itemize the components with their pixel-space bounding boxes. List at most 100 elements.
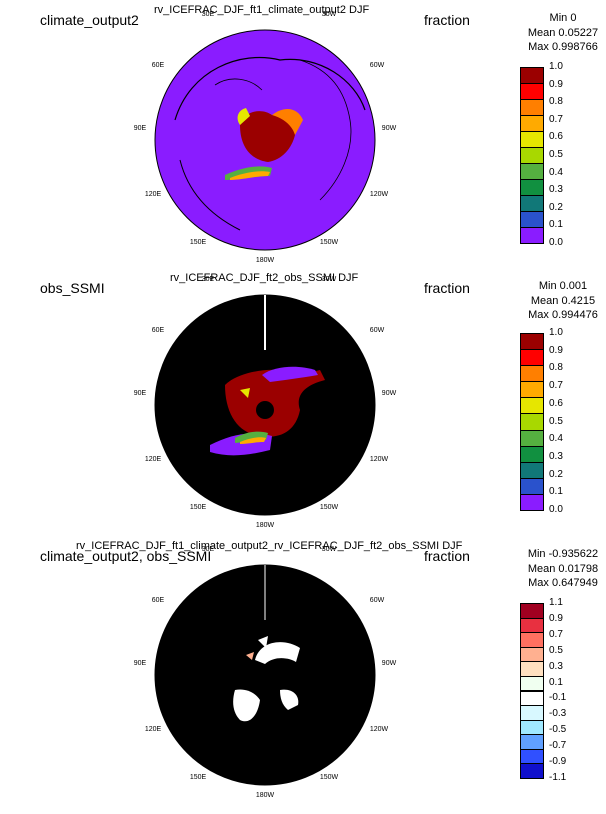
colorbar-tick-label: 0.7 xyxy=(549,113,563,125)
longitude-label: 60W xyxy=(370,62,385,69)
longitude-label: 90W xyxy=(382,125,397,132)
colorbar-swatch xyxy=(520,661,544,677)
longitude-label: 30W xyxy=(322,11,337,18)
colorbar-tick-label: 0.9 xyxy=(549,78,563,90)
colorbar-swatch xyxy=(520,211,544,228)
colorbar-swatch xyxy=(520,675,544,692)
colorbar-tick-label: -0.9 xyxy=(549,756,567,768)
colorbar-swatch xyxy=(520,195,544,212)
stat-mean: Mean 0.4215 xyxy=(530,295,596,307)
colorbar: 1.0 0.9 0.8 0.7 0.6 0.5 0.4 0.3 0.2 0.1 0.0 xyxy=(520,327,563,515)
longitude-label: 60E xyxy=(152,327,165,334)
colorbar-swatch xyxy=(520,115,544,132)
colorbar-swatch xyxy=(520,461,544,479)
colorbar-swatch xyxy=(520,147,544,164)
colorbar-swatch xyxy=(520,748,544,765)
colorbar-swatch xyxy=(520,734,544,750)
panel-title: rv_ICEFRAC_DJF_ft2_obs_SSMI DJF xyxy=(170,272,359,284)
colorbar-swatch xyxy=(520,646,544,663)
colorbar: 1.0 0.9 0.8 0.7 0.6 0.5 0.4 0.3 0.2 0.1 0.0 xyxy=(520,61,563,248)
colorbar-swatch xyxy=(520,227,544,244)
stat-max: Max 0.647949 xyxy=(528,577,598,589)
stat-mean: Mean 0.05227 xyxy=(527,27,599,39)
longitude-label: 30E xyxy=(202,546,215,553)
colorbar-tick-label: 0.1 xyxy=(549,676,563,688)
colorbar-swatch xyxy=(520,397,544,415)
longitude-label: 60W xyxy=(370,597,385,604)
longitude-label: 90W xyxy=(382,660,397,667)
colorbar-swatch xyxy=(520,365,544,383)
colorbar-swatch xyxy=(520,349,544,367)
longitude-label: 150E xyxy=(190,504,207,511)
case-label: obs_SSMI xyxy=(40,280,105,296)
colorbar-swatch xyxy=(520,381,544,399)
polar-map-obs: 30E 30W 60E 60W 90E 90W 120E 120W 150E 150W 180W xyxy=(134,276,397,529)
panel-title: rv_ICEFRAC_DJF_ft1_climate_output2_rv_IC… xyxy=(76,540,463,552)
longitude-label: 30E xyxy=(202,11,215,18)
colorbar-tick-label: 0.6 xyxy=(549,397,563,409)
colorbar-tick-label: 0.8 xyxy=(549,96,563,108)
longitude-label: 180W xyxy=(256,522,275,529)
panel-model: 30E 30W 60E 60W 90E 90W 120E 120W 150E 150W 180W c… xyxy=(0,0,606,270)
units-label: fraction xyxy=(424,548,470,564)
case-label: climate_output2 xyxy=(40,12,139,28)
colorbar-tick-label: 0.5 xyxy=(549,149,563,160)
colorbar-swatch xyxy=(520,719,544,736)
colorbar-tick-label: 0.4 xyxy=(549,166,563,178)
longitude-label: 30W xyxy=(322,276,337,283)
longitude-label: 180W xyxy=(256,792,275,799)
polar-map-model: 30E 30W 60E 60W 90E 90W 120E 120W 150E 150W 180W xyxy=(134,11,397,264)
stat-max: Max 0.998766 xyxy=(528,41,598,53)
colorbar-tick-label: 1.1 xyxy=(549,597,563,608)
colorbar-swatch xyxy=(520,617,544,634)
stat-min: Min 0.001 xyxy=(538,280,588,292)
polar-map-diff: 30E 30W 60E 60W 90E 90W 120E 120W 150E 150W 180W xyxy=(134,546,397,799)
colorbar-swatch xyxy=(520,429,544,447)
longitude-label: 60W xyxy=(370,327,385,334)
longitude-label: 180W xyxy=(256,257,275,264)
longitude-label: 90E xyxy=(134,125,147,132)
stat-min: Min 0 xyxy=(549,12,577,24)
colorbar-tick-label: 1.0 xyxy=(549,327,563,338)
longitude-label: 30W xyxy=(322,546,337,553)
colorbar-tick-label: 0.2 xyxy=(549,201,563,213)
colorbar-swatch xyxy=(520,413,544,431)
panel-diff: 30E 30W 60E 60W 90E 90W 120E 120W 150E 150W 180W c… xyxy=(0,540,606,814)
longitude-label: 120E xyxy=(145,456,162,463)
longitude-label: 90W xyxy=(382,390,397,397)
stat-max: Max 0.994476 xyxy=(528,309,598,321)
colorbar-tick-label: 0.3 xyxy=(549,450,563,462)
colorbar-tick-label: 0.0 xyxy=(549,504,563,515)
units-label: fraction xyxy=(424,12,470,28)
colorbar-swatch xyxy=(520,333,544,351)
longitude-label: 120E xyxy=(145,726,162,733)
colorbar-tick-label: 0.8 xyxy=(549,362,563,374)
colorbar-swatch xyxy=(520,179,544,196)
colorbar-swatch xyxy=(520,131,544,148)
colorbar-swatch xyxy=(520,67,544,84)
stat-mean: Mean 0.01798 xyxy=(527,563,599,575)
colorbar-swatch xyxy=(520,99,544,116)
colorbar-swatch xyxy=(520,632,544,648)
colorbar-tick-label: 0.0 xyxy=(549,237,563,248)
longitude-label: 120W xyxy=(370,191,389,198)
colorbar-tick-label: 0.6 xyxy=(549,131,563,143)
colorbar-tick-label: 0.4 xyxy=(549,433,563,445)
longitude-label: 150W xyxy=(320,504,339,511)
colorbar-tick-label: 0.1 xyxy=(549,486,563,498)
colorbar-swatch xyxy=(520,83,544,100)
longitude-label: 60E xyxy=(152,597,165,604)
colorbar-swatch xyxy=(520,163,544,180)
colorbar-tick-label: -0.3 xyxy=(549,708,567,720)
stat-min: Min -0.935622 xyxy=(527,548,599,560)
longitude-label: 120E xyxy=(145,191,162,198)
longitude-label: 120W xyxy=(370,726,389,733)
colorbar-tick-label: 0.1 xyxy=(549,219,563,231)
colorbar-tick-label: 0.5 xyxy=(549,644,563,656)
colorbar-tick-label: 0.9 xyxy=(549,344,563,356)
colorbar-tick-label: 0.3 xyxy=(549,184,563,196)
colorbar-tick-label: -0.5 xyxy=(549,724,567,736)
colorbar-swatch xyxy=(520,763,544,779)
longitude-label: 150E xyxy=(190,239,207,246)
longitude-label: 90E xyxy=(134,390,147,397)
